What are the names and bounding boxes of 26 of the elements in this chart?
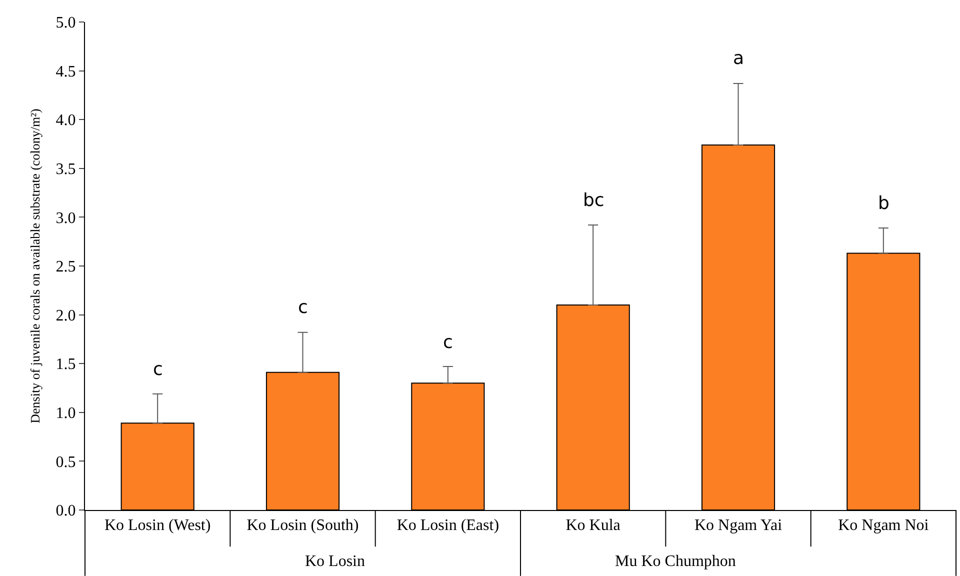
y-tick-label: 1.5 xyxy=(56,356,76,374)
x-tick-label: Ko Losin (West) xyxy=(104,517,211,534)
y-tick-label: 5.0 xyxy=(56,14,76,32)
y-tick-label: 3.5 xyxy=(56,161,76,178)
y-tick-label: 3.0 xyxy=(56,210,76,227)
y-tick-label: 4.5 xyxy=(56,63,76,80)
annotation: a xyxy=(733,48,744,69)
annotation: c xyxy=(298,297,308,318)
x-tick-label: Ko Ngam Noi xyxy=(838,517,930,534)
y-tick-label: 2.0 xyxy=(56,307,76,324)
y-axis-title: Density of juvenile corals on available substrate (colony/m²) xyxy=(28,108,43,424)
y-tick-label: 2.5 xyxy=(56,258,76,276)
text: Ko Losin xyxy=(305,553,365,570)
y-tick-label: 1.0 xyxy=(56,405,76,422)
x-tick-label: Ko Losin (East) xyxy=(396,517,500,534)
x-tick-label: Ko Kula xyxy=(566,517,620,534)
annotation: c xyxy=(153,359,163,380)
y-tick-label: 0.5 xyxy=(56,454,76,471)
annotation: bc xyxy=(583,190,604,211)
x-tick-label: Ko Ngam Yai xyxy=(694,517,783,534)
annotation: b xyxy=(878,193,890,214)
annotation: c xyxy=(443,332,453,353)
x-tick-label: Ko Losin (South) xyxy=(246,517,359,534)
y-tick-label: 0.0 xyxy=(56,502,76,520)
y-tick-label: 4.0 xyxy=(56,112,76,130)
text: Mu Ko Chumphon xyxy=(615,553,736,570)
